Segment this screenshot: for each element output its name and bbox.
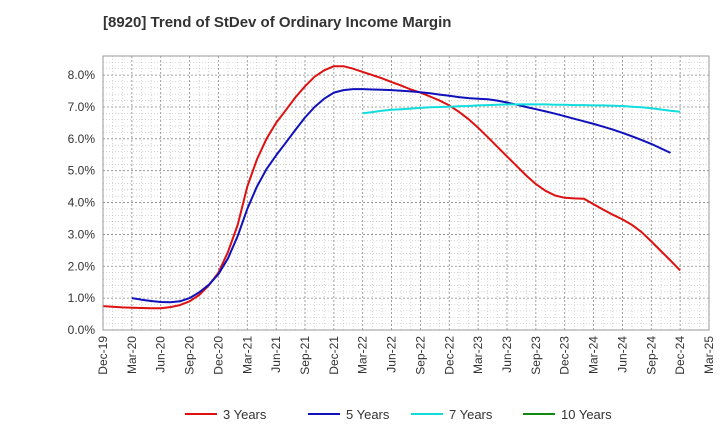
x-tick-label: Jun-23 [500, 336, 514, 373]
series-lines [102, 65, 681, 310]
x-tick-label: Mar-20 [125, 336, 139, 374]
y-tick-label: 1.0% [68, 291, 96, 305]
x-tick-label: Sep-21 [298, 336, 312, 375]
x-tick-label: Mar-24 [587, 336, 601, 374]
y-tick-label: 0.0% [68, 323, 96, 337]
y-tick-label: 3.0% [68, 227, 96, 241]
series-line-3-years [102, 65, 681, 310]
plot-frame [102, 55, 710, 331]
y-tick-label: 2.0% [68, 259, 96, 273]
series-line-5-years [131, 88, 671, 304]
x-tick-label: Mar-23 [471, 336, 485, 374]
x-tick-label: Sep-20 [183, 336, 197, 375]
x-tick-label: Dec-19 [96, 336, 110, 375]
x-tick-label: Sep-22 [413, 336, 427, 375]
x-tick-label: Jun-24 [615, 336, 629, 373]
x-tick-label: Dec-24 [673, 336, 687, 375]
y-tick-label: 7.0% [68, 100, 96, 114]
axis-labels: Dec-19 Mar-20 Jun-20 Sep-20 Dec-20 Mar-21 Jun-… [68, 68, 716, 375]
legend-label: 7 Years [449, 407, 493, 422]
plot-background [103, 56, 709, 330]
x-tick-label: Mar-21 [240, 336, 254, 374]
legend: 3 Years 5 Years 7 Years 10 Years [185, 407, 612, 422]
grid [103, 56, 709, 330]
legend-label: 5 Years [346, 407, 390, 422]
x-tick-label: Jun-22 [385, 336, 399, 373]
legend-label: 10 Years [561, 407, 612, 422]
x-tick-label: Dec-23 [558, 336, 572, 375]
x-tick-label: Dec-20 [211, 336, 225, 375]
x-tick-label: Sep-23 [529, 336, 543, 375]
y-tick-label: 4.0% [68, 196, 96, 210]
x-tick-label: Jun-20 [154, 336, 168, 373]
x-tick-label: Mar-25 [702, 336, 716, 374]
x-tick-label: Sep-24 [644, 336, 658, 375]
x-tick-label: Mar-22 [356, 336, 370, 374]
y-tick-label: 8.0% [68, 68, 96, 82]
y-tick-label: 5.0% [68, 164, 96, 178]
series-line-7-years [362, 103, 681, 115]
x-tick-label: Jun-21 [269, 336, 283, 373]
chart-title: [8920] Trend of StDev of Ordinary Income… [103, 14, 452, 31]
x-tick-label: Dec-22 [442, 336, 456, 375]
x-tick-label: Dec-21 [327, 336, 341, 375]
legend-label: 3 Years [223, 407, 267, 422]
y-tick-label: 6.0% [68, 132, 96, 146]
